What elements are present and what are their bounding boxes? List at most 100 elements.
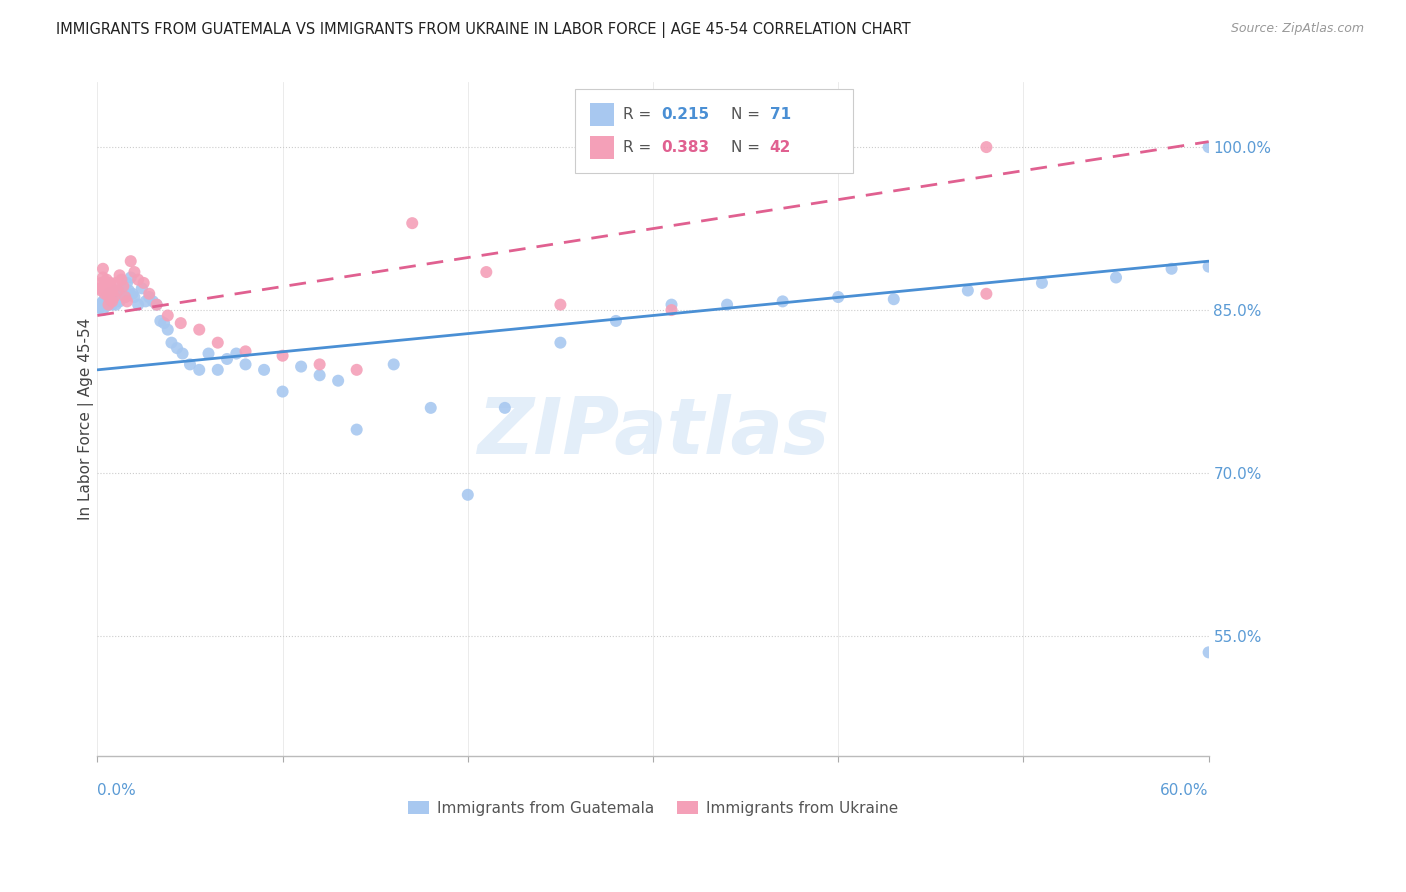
Point xyxy=(138,286,160,301)
Point xyxy=(131,281,153,295)
Point xyxy=(135,294,157,309)
Point xyxy=(883,292,905,306)
Point xyxy=(98,276,121,290)
Point xyxy=(101,298,124,312)
Point xyxy=(107,290,129,304)
Point xyxy=(132,276,155,290)
Point xyxy=(156,323,179,337)
Point xyxy=(346,423,368,437)
FancyBboxPatch shape xyxy=(575,88,853,173)
Point xyxy=(1198,645,1220,659)
Point xyxy=(101,286,124,301)
Point xyxy=(550,335,572,350)
Point xyxy=(179,358,201,372)
Point xyxy=(110,273,132,287)
Point xyxy=(108,294,131,309)
Text: 60.0%: 60.0% xyxy=(1160,783,1209,797)
Point xyxy=(956,284,979,298)
Point xyxy=(401,216,423,230)
Point xyxy=(121,286,143,301)
Point xyxy=(91,261,114,276)
Text: 42: 42 xyxy=(769,140,792,154)
Point xyxy=(1031,276,1053,290)
Text: N =: N = xyxy=(731,107,765,122)
Point xyxy=(124,265,146,279)
Point xyxy=(166,341,188,355)
Text: 0.215: 0.215 xyxy=(661,107,709,122)
Point xyxy=(475,265,498,279)
Point xyxy=(976,140,998,154)
Point xyxy=(101,294,124,309)
Point xyxy=(290,359,312,374)
Point xyxy=(235,358,257,372)
Point xyxy=(110,286,132,301)
Point xyxy=(153,316,176,330)
Point xyxy=(90,296,112,310)
Point xyxy=(104,284,127,298)
Point xyxy=(149,314,172,328)
Point xyxy=(94,292,117,306)
Point xyxy=(382,358,405,372)
Point xyxy=(494,401,516,415)
Point xyxy=(104,298,127,312)
Text: 71: 71 xyxy=(769,107,790,122)
Point xyxy=(253,363,276,377)
Point xyxy=(716,298,738,312)
Point xyxy=(207,363,229,377)
Point xyxy=(101,284,124,298)
Point xyxy=(457,488,479,502)
Point xyxy=(827,290,849,304)
Point xyxy=(772,294,794,309)
Text: 0.383: 0.383 xyxy=(661,140,709,154)
Point xyxy=(91,303,114,318)
Point xyxy=(104,276,127,290)
Text: N =: N = xyxy=(731,140,765,154)
Point xyxy=(661,303,683,318)
Legend: Immigrants from Guatemala, Immigrants from Ukraine: Immigrants from Guatemala, Immigrants fr… xyxy=(402,795,904,822)
Point xyxy=(103,294,125,309)
Point xyxy=(976,286,998,301)
Point xyxy=(188,323,211,337)
Point xyxy=(98,290,121,304)
Point xyxy=(94,286,117,301)
Text: R =: R = xyxy=(623,140,657,154)
Point xyxy=(145,298,167,312)
Point xyxy=(91,294,114,309)
Point xyxy=(225,346,247,360)
Point xyxy=(235,344,257,359)
Point xyxy=(172,346,194,360)
Point xyxy=(103,290,125,304)
Point xyxy=(98,294,121,309)
Point xyxy=(419,401,441,415)
Point xyxy=(308,358,330,372)
Point xyxy=(160,335,183,350)
Point xyxy=(89,301,111,315)
Point xyxy=(94,298,117,312)
Point xyxy=(170,316,193,330)
Point xyxy=(124,290,146,304)
Point xyxy=(308,368,330,383)
Point xyxy=(207,335,229,350)
Point xyxy=(114,290,136,304)
Point xyxy=(550,298,572,312)
Point xyxy=(127,298,149,312)
Point xyxy=(96,299,118,313)
Point xyxy=(118,284,141,298)
Point xyxy=(97,294,120,309)
Point xyxy=(197,346,219,360)
Point xyxy=(1198,260,1220,274)
Point xyxy=(142,294,165,309)
Point xyxy=(108,268,131,283)
Text: ZIPatlas: ZIPatlas xyxy=(477,394,830,470)
Point xyxy=(215,351,238,366)
Point xyxy=(138,290,160,304)
Point xyxy=(96,273,118,287)
Bar xyxy=(589,136,614,159)
Point xyxy=(346,363,368,377)
Point xyxy=(156,309,179,323)
Text: R =: R = xyxy=(623,107,657,122)
Point xyxy=(97,298,120,312)
Point xyxy=(96,284,118,298)
Point xyxy=(112,279,135,293)
Point xyxy=(1198,140,1220,154)
